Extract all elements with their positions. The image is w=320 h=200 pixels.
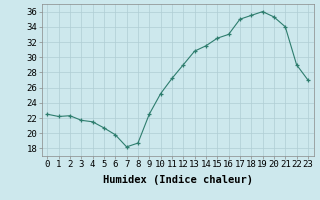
X-axis label: Humidex (Indice chaleur): Humidex (Indice chaleur): [103, 175, 252, 185]
